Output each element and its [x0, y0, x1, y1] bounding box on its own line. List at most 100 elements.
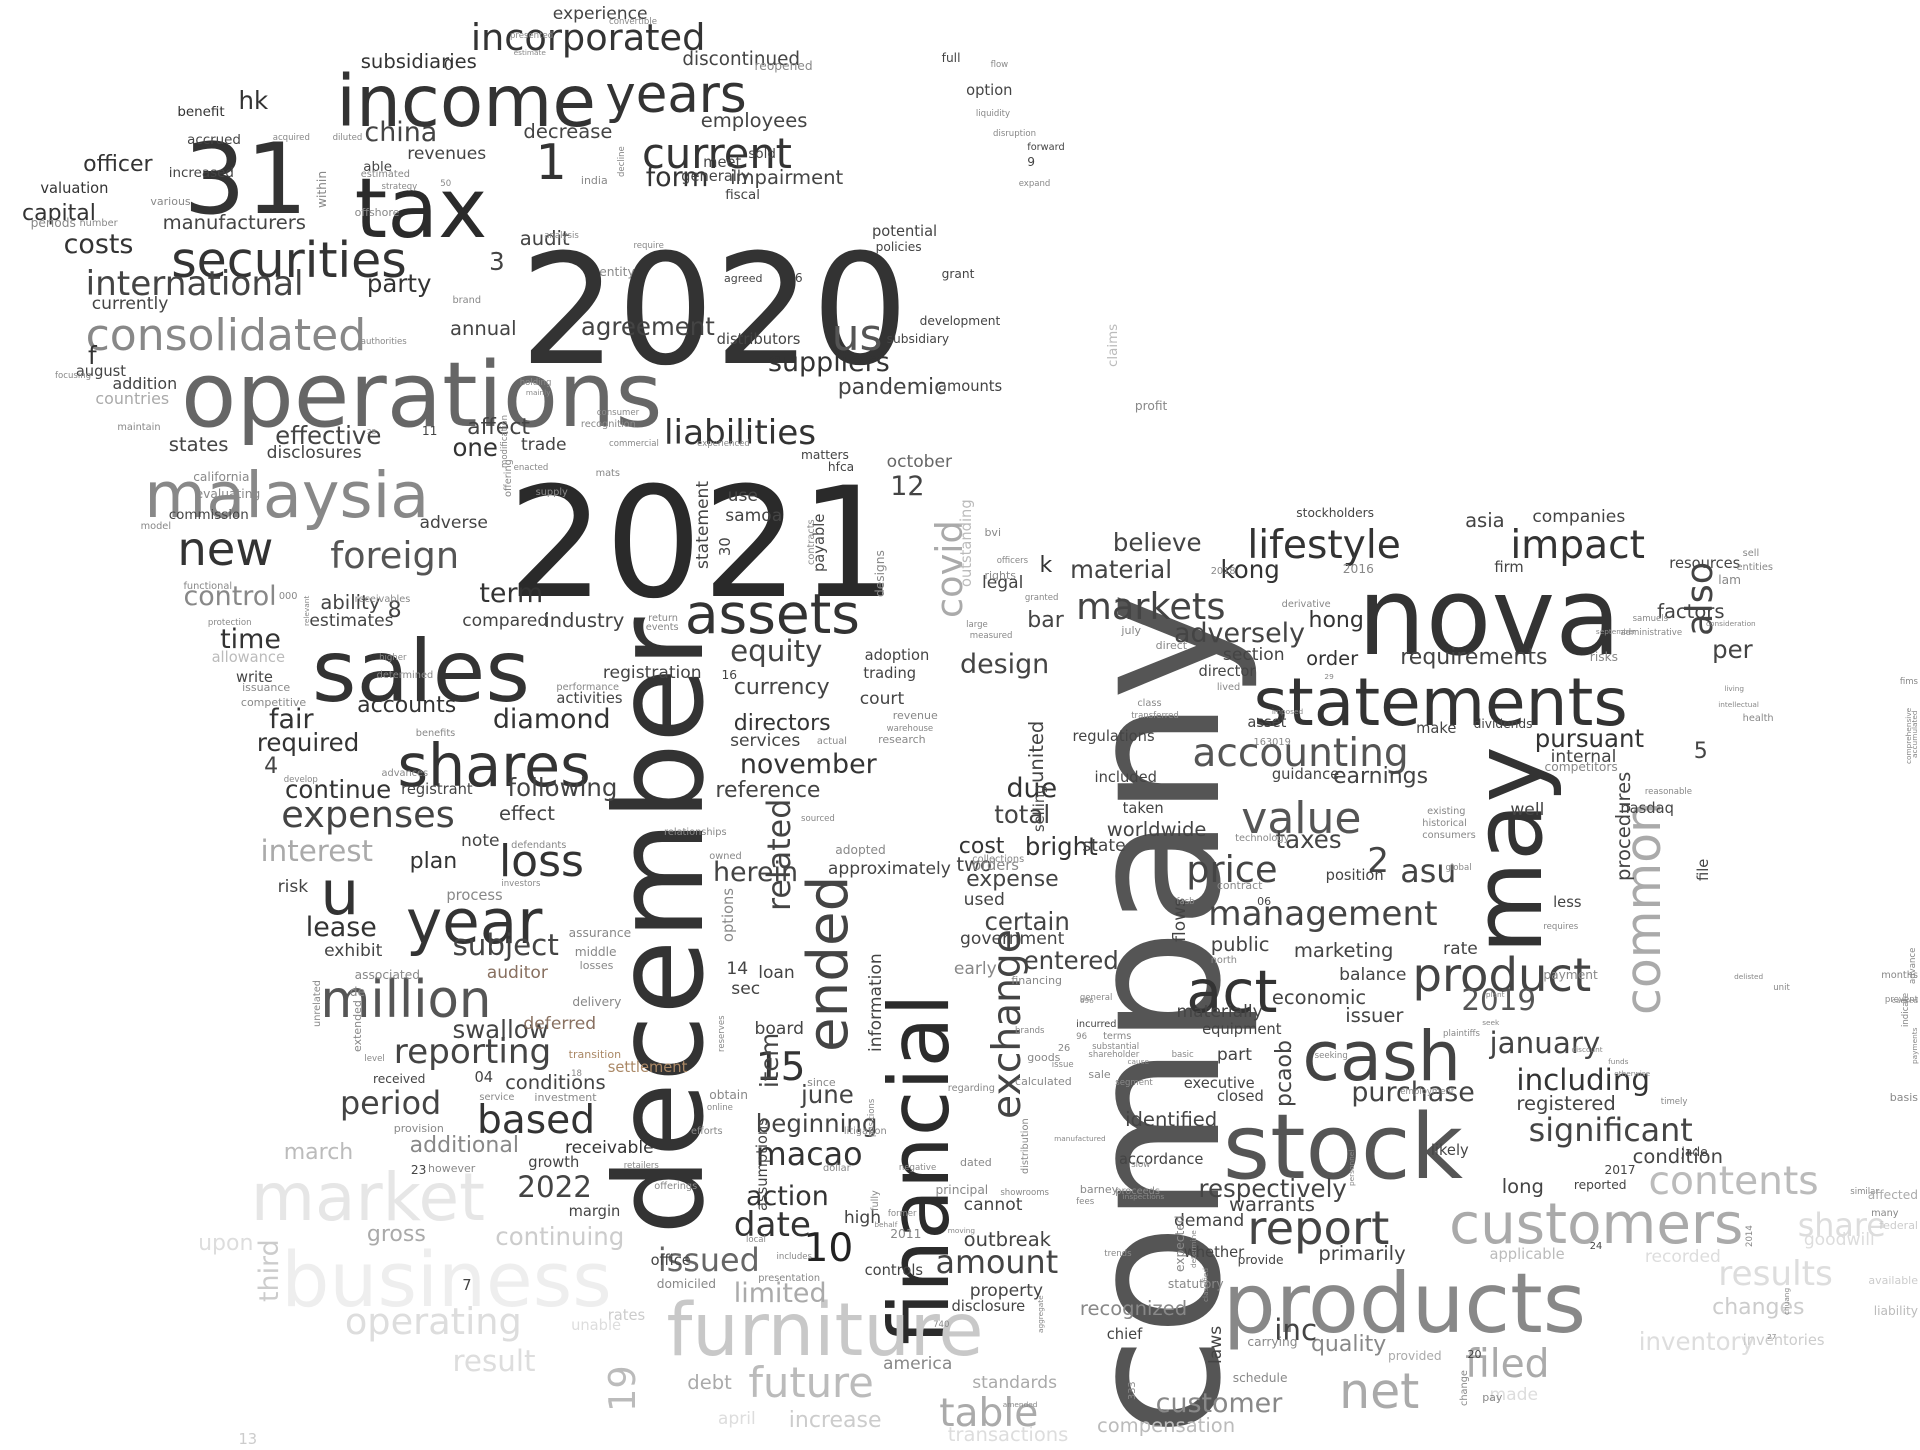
word-bright: bright [1024, 831, 1098, 861]
word-full: full [941, 50, 961, 65]
word-result: result [452, 1343, 536, 1378]
word-actual: actual [816, 736, 847, 748]
word-government: government [960, 928, 1065, 949]
word-provision: provision [393, 1121, 444, 1135]
word-28: 28 [366, 427, 377, 437]
word-officer: officer [83, 152, 153, 178]
word-pcaob: pcaob [1272, 1039, 1298, 1107]
word-currently: currently [91, 294, 169, 315]
word-direct: direct [1155, 638, 1188, 652]
word-shares: shares [397, 731, 591, 800]
word-likely: likely [1430, 1142, 1469, 1160]
word-expenses: expenses [281, 792, 455, 836]
word-effective: effective [275, 420, 382, 450]
word-funds: funds [1608, 1057, 1629, 1067]
word-worldwide: worldwide [1106, 817, 1207, 841]
word-impact: impact [1510, 522, 1645, 568]
word-nasdaq: nasdaq [1620, 799, 1674, 817]
word-regarding: regarding [947, 1083, 995, 1095]
word-since: since [807, 1076, 836, 1090]
word-plan: plan [409, 849, 458, 875]
word-showrooms: showrooms [1000, 1188, 1049, 1199]
word-investment: investment [534, 1091, 597, 1105]
word-assumptions: assumptions [753, 1117, 771, 1211]
word-sales: sales [311, 623, 530, 723]
word-activities: activities [556, 689, 623, 707]
word-determine: determine [1188, 1230, 1198, 1269]
word-meet: meet [703, 154, 742, 172]
word-3: 3 [489, 246, 505, 276]
word-similar: similar [1850, 1187, 1879, 1198]
word-value: value [1241, 793, 1362, 845]
word-9: 9 [1027, 154, 1036, 169]
word-valuation: valuation [40, 179, 109, 197]
word-options: options [719, 887, 737, 942]
word-740: 740 [933, 1320, 950, 1331]
word-process: process [446, 886, 503, 904]
word-6: 6 [794, 270, 803, 285]
word-strategy: strategy [381, 181, 418, 192]
word-following: following [507, 772, 618, 802]
word-cannot: cannot [963, 1195, 1023, 1216]
word-grant: grant [941, 267, 975, 282]
word-ended: ended [796, 875, 862, 1052]
word-timely: timely [1660, 1096, 1688, 1107]
word-legal: legal [982, 572, 1024, 593]
word-defendants: defendants [511, 840, 567, 852]
word-asia: asia [1465, 508, 1505, 532]
word-hong: hong [1308, 608, 1364, 634]
word-aggregate: aggregate [1036, 1295, 1046, 1333]
word-protection: protection [207, 618, 252, 629]
word-relevant: relevant [302, 595, 312, 627]
word-analysis: analysis [544, 230, 579, 241]
word-reserves: reserves [716, 1015, 727, 1052]
word-31: 31 [183, 122, 308, 237]
word-goods: goods [1027, 1050, 1061, 1064]
word-20: 20 [1467, 1347, 1482, 1361]
word-two: two [956, 853, 992, 877]
word-pandemic: pandemic [837, 374, 947, 400]
word-currency: currency [733, 675, 830, 701]
word-loss: loss [498, 836, 584, 888]
word-statutory: statutory [1167, 1277, 1224, 1292]
word-use: use [727, 486, 758, 507]
word-includes: includes [776, 1251, 812, 1262]
word-dollar: dollar [823, 1162, 851, 1174]
word-change: change [1459, 1370, 1471, 1407]
word-discount: discount [1571, 1044, 1603, 1054]
word-domiciled: domiciled [656, 1277, 717, 1292]
word-future: future [748, 1357, 874, 1407]
word-increased: increased [168, 165, 234, 181]
word-proceeds: proceeds [1115, 1186, 1160, 1198]
word-obtain: obtain [709, 1087, 748, 1102]
word-mainly: mainly [525, 388, 551, 398]
word-reopened: reopened [754, 59, 813, 74]
word-control: control [183, 581, 277, 613]
word-periods: periods [30, 215, 76, 230]
word-registrant: registrant [401, 781, 473, 799]
word-amended: amended [1002, 1399, 1038, 1409]
word-calculated: calculated [1015, 1075, 1072, 1089]
word-office: office [650, 1252, 691, 1270]
word-able: able [363, 159, 392, 175]
word-allowance: allowance [211, 649, 285, 667]
word-brands: brands [1015, 1025, 1045, 1036]
word-term: term [479, 577, 544, 609]
word-united: united [1025, 720, 1049, 783]
word-entered: entered [1023, 946, 1119, 976]
word-sourced: sourced [801, 814, 835, 825]
word-audit: audit [519, 227, 570, 251]
word-primarily: primarily [1318, 1242, 1406, 1266]
word-fasb: fasb [1176, 897, 1195, 908]
word-september: september [1595, 626, 1636, 636]
word-development: development [919, 313, 1001, 328]
word-chuang: chuang [1782, 1287, 1792, 1315]
word-derivative: derivative [1281, 599, 1331, 611]
word-liquidity: liquidity [975, 108, 1011, 119]
word-advances: advances [381, 767, 429, 779]
word-disclosure: disclosure [951, 1297, 1026, 1315]
word-adversely: adversely [1174, 618, 1305, 650]
word-696: 696 [1079, 996, 1094, 1006]
word-estimate: estimate [513, 48, 546, 58]
word-directors: directors [733, 710, 831, 736]
